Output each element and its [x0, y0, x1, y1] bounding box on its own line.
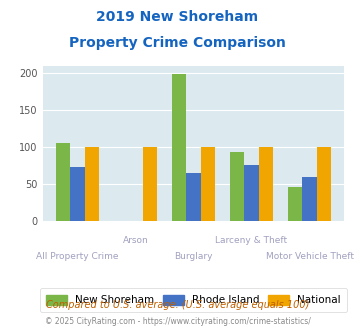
Bar	[186, 173, 201, 221]
Text: Larceny & Theft: Larceny & Theft	[215, 236, 288, 246]
Bar	[85, 147, 99, 221]
Bar	[302, 177, 317, 221]
Bar	[172, 74, 186, 221]
Text: Compared to U.S. average. (U.S. average equals 100): Compared to U.S. average. (U.S. average …	[46, 300, 309, 310]
Bar	[201, 147, 215, 221]
Bar	[230, 152, 244, 221]
Text: All Property Crime: All Property Crime	[36, 252, 119, 261]
Bar	[143, 147, 157, 221]
Bar	[288, 187, 302, 221]
Text: Motor Vehicle Theft: Motor Vehicle Theft	[266, 252, 354, 261]
Bar	[317, 147, 331, 221]
Bar	[244, 165, 259, 221]
Text: 2019 New Shoreham: 2019 New Shoreham	[97, 10, 258, 24]
Legend: New Shoreham, Rhode Island, National: New Shoreham, Rhode Island, National	[40, 288, 347, 312]
Text: Property Crime Comparison: Property Crime Comparison	[69, 36, 286, 50]
Text: © 2025 CityRating.com - https://www.cityrating.com/crime-statistics/: © 2025 CityRating.com - https://www.city…	[45, 317, 310, 326]
Bar	[259, 147, 273, 221]
Text: Burglary: Burglary	[174, 252, 213, 261]
Text: Arson: Arson	[122, 236, 148, 246]
Bar	[70, 167, 85, 221]
Bar	[56, 143, 70, 221]
